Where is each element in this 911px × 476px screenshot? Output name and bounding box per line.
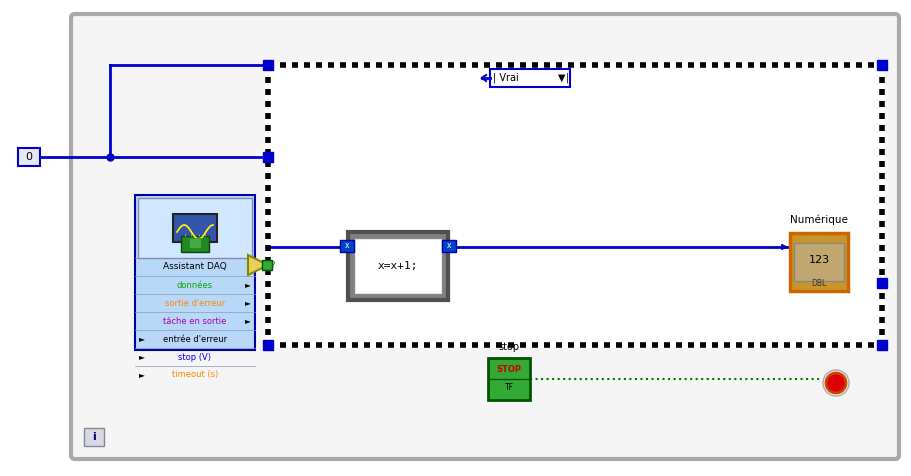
Text: ►: ►	[138, 335, 145, 344]
Bar	[442, 240, 456, 252]
Polygon shape	[248, 255, 268, 275]
Text: Assistant DAQ: Assistant DAQ	[163, 262, 227, 271]
Text: Numérique: Numérique	[789, 215, 847, 225]
Text: stop (V): stop (V)	[179, 353, 211, 361]
Text: x: x	[446, 241, 451, 250]
Text: |: |	[566, 73, 568, 83]
Text: TF: TF	[504, 384, 513, 393]
Text: ►: ►	[245, 298, 251, 307]
Bar	[135, 195, 255, 350]
Text: STOP: STOP	[496, 366, 521, 375]
Bar	[262, 60, 272, 70]
Text: x: x	[344, 241, 349, 250]
Text: ►: ►	[138, 370, 145, 379]
Text: i: i	[92, 432, 96, 442]
Text: tâche en sortie: tâche en sortie	[163, 317, 227, 326]
Bar	[348, 232, 447, 300]
Bar	[84, 428, 104, 446]
Text: 123: 123	[807, 255, 829, 265]
Text: | Vrai: | Vrai	[493, 73, 518, 83]
Bar	[18, 148, 40, 166]
Text: x=x+1;: x=x+1;	[377, 261, 418, 271]
Bar	[189, 238, 200, 248]
Bar	[876, 278, 886, 288]
Text: 0: 0	[26, 152, 33, 162]
Bar	[876, 60, 886, 70]
Bar	[173, 214, 217, 242]
FancyBboxPatch shape	[71, 14, 898, 459]
Bar	[793, 243, 843, 281]
Text: ►: ►	[245, 280, 251, 289]
Text: données: données	[177, 280, 213, 289]
Text: ►: ►	[138, 353, 145, 361]
Circle shape	[825, 373, 845, 393]
Text: ▼: ▼	[558, 73, 565, 83]
Bar	[789, 233, 847, 291]
Bar	[876, 340, 886, 350]
Bar	[262, 152, 272, 162]
Text: sortie d'erreur: sortie d'erreur	[165, 298, 225, 307]
Bar	[261, 260, 271, 270]
Text: entrée d'erreur: entrée d'erreur	[163, 335, 227, 344]
Bar	[138, 198, 251, 258]
Text: ►: ►	[245, 317, 251, 326]
Text: timeout (s): timeout (s)	[171, 370, 218, 379]
Text: ?: ?	[270, 260, 274, 269]
Bar	[340, 240, 353, 252]
Bar	[487, 358, 529, 400]
Bar	[489, 69, 569, 87]
Bar	[180, 236, 209, 252]
Text: stop: stop	[498, 342, 519, 352]
Bar	[268, 65, 881, 345]
Text: DBL: DBL	[811, 278, 825, 288]
Bar	[353, 238, 442, 294]
Bar	[262, 340, 272, 350]
